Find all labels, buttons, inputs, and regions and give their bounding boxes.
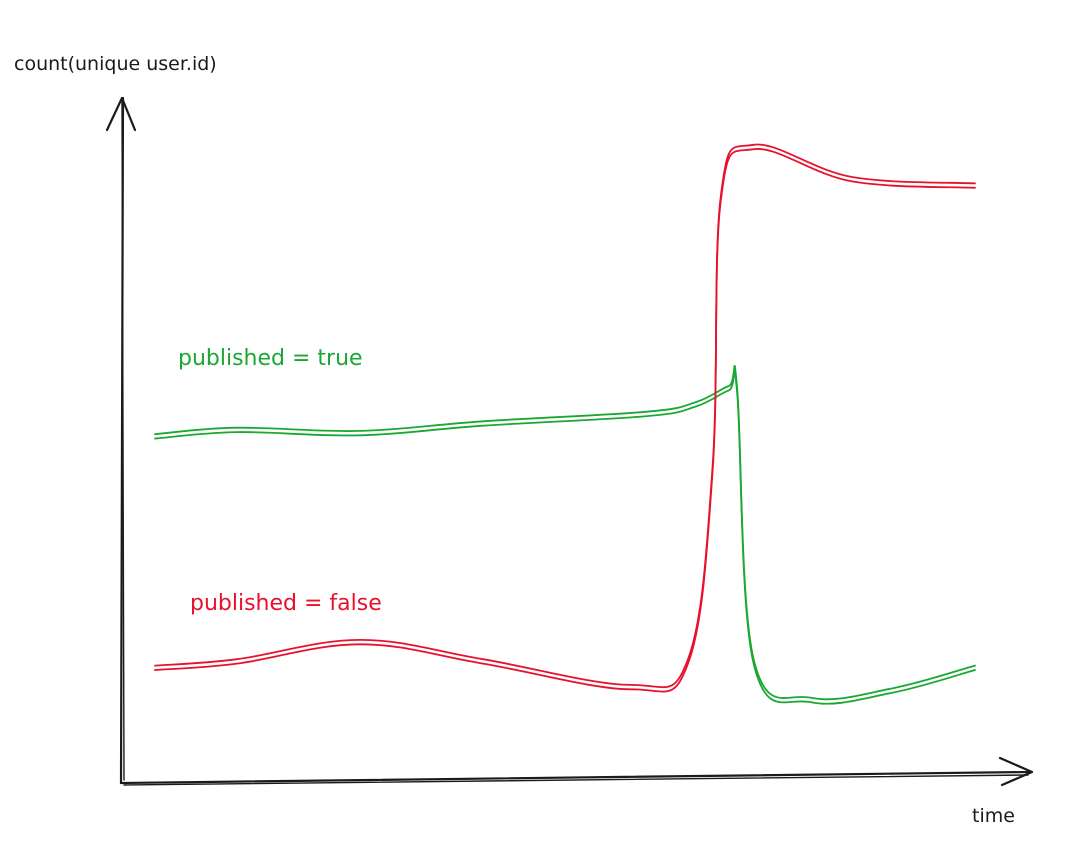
series-published-true xyxy=(154,364,976,705)
y-axis-arrow-icon xyxy=(105,96,137,132)
series-line-published-false xyxy=(154,143,976,689)
x-axis-arrow-icon xyxy=(998,756,1034,787)
series-label-published-true: published = true xyxy=(178,346,363,371)
series-published-false xyxy=(154,143,976,693)
y-axis xyxy=(105,96,137,785)
y-axis-line-stroke2 xyxy=(121,99,125,781)
x-axis-line xyxy=(119,770,1032,785)
series-line-published-true xyxy=(154,364,976,701)
x-axis xyxy=(119,756,1034,787)
y-axis-label: count(unique user.id) xyxy=(14,53,217,75)
series-line-published-true-stroke2 xyxy=(154,369,976,705)
x-axis-label: time xyxy=(972,805,1015,827)
x-axis-line-stroke2 xyxy=(123,774,1029,786)
series-line-published-false-stroke2 xyxy=(154,148,976,693)
series-layer xyxy=(154,143,976,705)
series-label-published-false: published = false xyxy=(190,591,382,616)
